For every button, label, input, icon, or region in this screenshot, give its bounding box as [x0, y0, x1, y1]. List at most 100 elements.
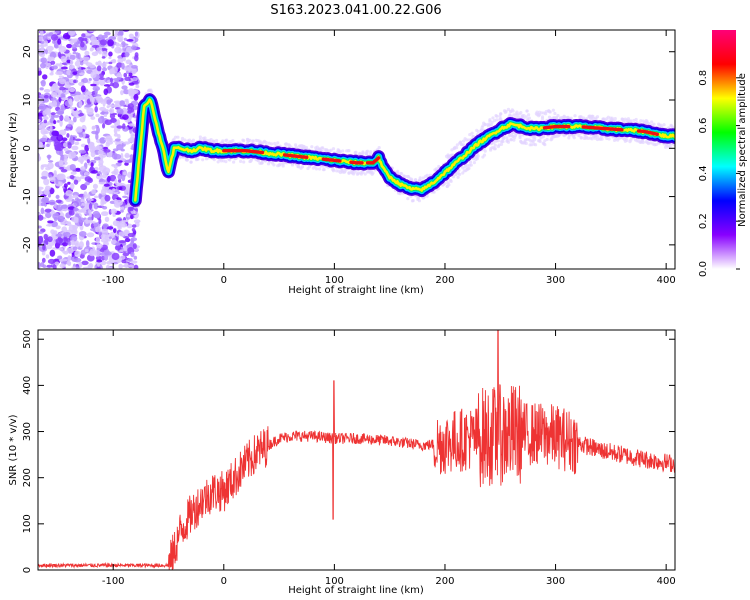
noise-blob: [88, 208, 92, 215]
snr-xlabel: Height of straight line (km): [288, 585, 424, 596]
ridge-halo: [672, 143, 675, 147]
ridge-halo: [518, 135, 522, 140]
noise-blob: [56, 143, 64, 152]
noise-blob: [50, 112, 56, 116]
noise-blob: [130, 260, 138, 264]
spectrogram-xtick-label: 200: [435, 275, 454, 286]
ridge-halo: [626, 117, 631, 121]
noise-blob: [96, 65, 102, 72]
ridge-halo: [425, 194, 429, 198]
ridge-halo: [572, 136, 576, 140]
ridge-core: [636, 129, 659, 136]
ridge-halo: [573, 114, 577, 118]
ridge-halo: [524, 141, 528, 146]
noise-blob: [121, 62, 125, 70]
ridge-halo: [304, 145, 309, 150]
noise-blob: [84, 50, 90, 56]
noise-blob: [59, 166, 65, 170]
noise-blob: [113, 104, 120, 108]
ridge-halo: [511, 109, 515, 113]
noise-blob: [118, 186, 123, 191]
noise-blob: [108, 236, 112, 240]
noise-blob: [104, 137, 112, 142]
noise-blob: [129, 128, 133, 134]
ridge-halo: [600, 137, 604, 141]
ridge-halo: [216, 160, 220, 164]
noise-blob: [74, 141, 80, 146]
noise-blob: [55, 30, 60, 34]
noise-blob: [53, 230, 58, 235]
snr-ytick-label: 200: [22, 468, 33, 487]
noise-blob: [86, 159, 90, 164]
noise-blob: [103, 113, 108, 118]
noise-blob: [62, 231, 71, 238]
noise-blob: [122, 114, 129, 121]
ridge-halo: [256, 159, 261, 163]
noise-blob: [42, 74, 48, 80]
noise-blob: [40, 176, 48, 180]
ridge-halo: [533, 143, 538, 147]
noise-blob: [100, 188, 107, 196]
noise-blob: [80, 205, 84, 209]
noise-blob: [39, 137, 48, 143]
noise-blob: [91, 125, 97, 129]
noise-blob: [112, 81, 120, 89]
noise-blob: [115, 242, 120, 246]
noise-blob: [114, 46, 122, 54]
ridge-halo: [189, 160, 193, 164]
noise-blob: [101, 62, 107, 68]
ridge-halo: [469, 163, 473, 167]
noise-blob: [67, 181, 71, 185]
noise-blob: [132, 243, 137, 250]
noise-blob: [118, 30, 124, 36]
noise-blob: [55, 110, 64, 115]
noise-blob: [112, 220, 120, 227]
noise-blob: [125, 59, 132, 65]
noise-blob: [50, 60, 56, 65]
noise-blob: [119, 100, 125, 107]
noise-blob: [117, 134, 121, 140]
noise-blob: [59, 258, 68, 262]
noise-blob: [113, 168, 119, 176]
noise-blob: [82, 131, 86, 139]
ridge-halo: [547, 115, 552, 119]
noise-blob: [43, 178, 50, 186]
noise-blob: [127, 232, 135, 238]
snr-xtick-label: 400: [657, 576, 676, 587]
noise-blob: [74, 60, 81, 67]
noise-blob: [50, 85, 55, 92]
noise-blob: [106, 238, 111, 242]
noise-blob: [89, 47, 94, 52]
noise-blob: [93, 202, 99, 210]
noise-blob: [46, 264, 53, 268]
ridge-halo: [613, 117, 617, 121]
noise-blob: [78, 132, 84, 138]
noise-blob: [103, 31, 111, 36]
noise-blob: [58, 129, 67, 136]
ridge-halo: [525, 137, 529, 142]
noise-blob: [76, 198, 81, 202]
noise-blob: [127, 103, 134, 110]
ridge-halo: [183, 138, 187, 142]
noise-blob: [63, 116, 71, 122]
ridge-halo: [329, 148, 333, 152]
noise-blob: [81, 260, 89, 266]
noise-blob: [88, 202, 93, 210]
noise-blob: [111, 252, 120, 261]
noise-blob: [41, 164, 49, 168]
noise-blob: [68, 87, 76, 93]
noise-blob: [129, 136, 135, 142]
noise-blob: [123, 72, 128, 78]
noise-blob: [43, 119, 48, 124]
noise-blob: [38, 44, 42, 48]
ridge-halo: [279, 162, 283, 166]
noise-blob: [88, 78, 92, 81]
noise-blob: [55, 237, 63, 244]
noise-blob: [88, 250, 97, 257]
noise-blob: [98, 193, 102, 200]
ridge-halo: [411, 198, 415, 203]
ridge-halo: [501, 139, 505, 144]
ridge-halo: [406, 197, 410, 201]
noise-blob: [38, 189, 42, 196]
noise-blob: [112, 188, 116, 192]
